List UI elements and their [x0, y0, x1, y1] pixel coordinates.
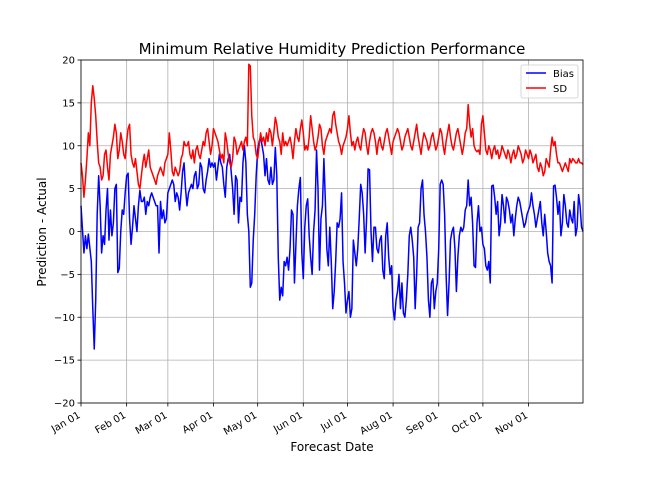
y-axis-label: Prediction - Actual [35, 177, 49, 286]
legend-label-sd: SD [553, 84, 567, 95]
series-layer [80, 63, 584, 350]
legend: Bias SD [520, 64, 579, 99]
series-line-bias [80, 136, 584, 350]
y-tick-label: −15 [54, 356, 75, 367]
y-tick-label: 15 [62, 98, 75, 109]
series-line-sd [80, 63, 584, 198]
y-tick-label: 20 [62, 56, 75, 67]
x-axis-label: Forecast Date [290, 440, 373, 454]
y-tick-label: −5 [60, 270, 75, 281]
chart-title: Minimum Relative Humidity Prediction Per… [139, 40, 526, 58]
legend-label-bias: Bias [553, 69, 574, 80]
y-tick-label: 10 [62, 141, 75, 152]
y-tick-label: 0 [69, 227, 75, 238]
grid [80, 59, 583, 404]
y-tick-label: −10 [54, 313, 75, 324]
y-tick-label: 5 [69, 184, 75, 195]
y-axis: −20 −15 −10 −5 0 5 10 15 20 [54, 56, 81, 410]
y-tick-label: −20 [54, 399, 75, 410]
